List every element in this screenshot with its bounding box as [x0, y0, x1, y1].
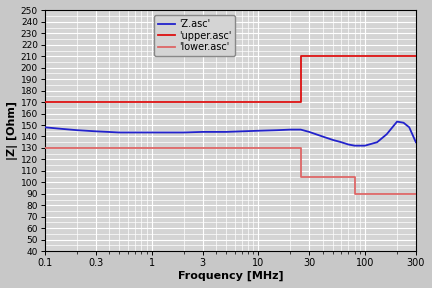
- X-axis label: Froquency [MHz]: Froquency [MHz]: [178, 271, 283, 281]
- Legend: 'Z.asc', 'upper.asc', 'lower.asc': 'Z.asc', 'upper.asc', 'lower.asc': [154, 15, 235, 56]
- Y-axis label: |Z| [Ohm]: |Z| [Ohm]: [7, 101, 18, 160]
